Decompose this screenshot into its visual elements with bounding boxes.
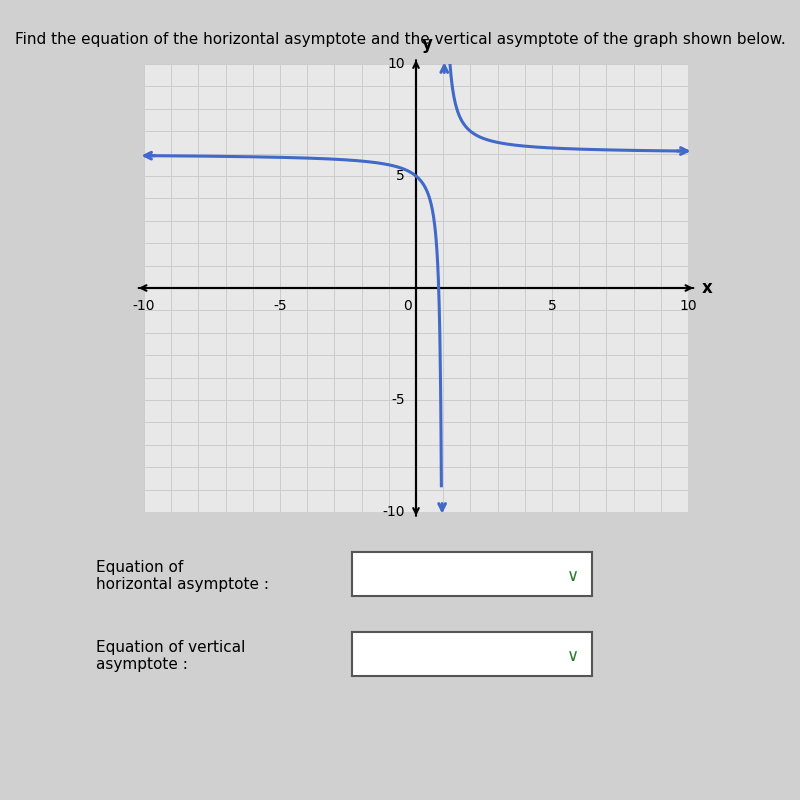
Text: 0: 0 [403,299,412,313]
Text: x: x [702,279,712,297]
Text: 10: 10 [387,57,405,71]
Text: -10: -10 [382,505,405,519]
Text: -5: -5 [273,299,287,313]
Text: 5: 5 [396,169,405,183]
Text: ∨: ∨ [566,647,579,666]
Text: y: y [422,34,432,53]
Text: Find the equation of the horizontal asymptote and the vertical asymptote of the : Find the equation of the horizontal asym… [14,32,786,47]
Text: ∨: ∨ [566,567,579,586]
Text: 10: 10 [679,299,697,313]
Text: Equation of
horizontal asymptote :: Equation of horizontal asymptote : [96,560,269,592]
Text: -5: -5 [391,393,405,407]
Text: -10: -10 [133,299,155,313]
Text: Equation of vertical
asymptote :: Equation of vertical asymptote : [96,640,246,672]
Text: 5: 5 [548,299,556,313]
